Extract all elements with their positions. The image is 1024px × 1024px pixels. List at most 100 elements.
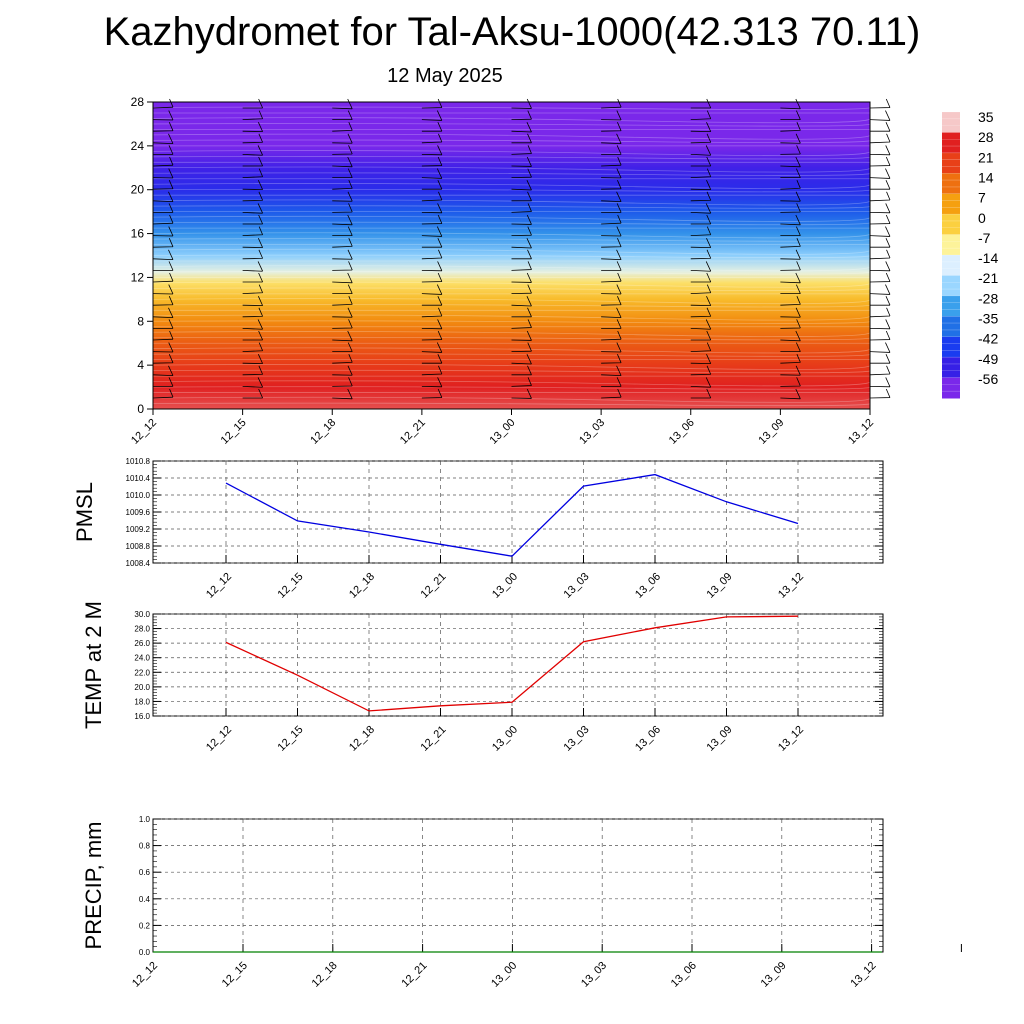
- wind-barb: [242, 388, 263, 399]
- y-tick-label: 26.0: [134, 639, 150, 648]
- wind-barb: [332, 203, 353, 213]
- wind-barb: [152, 110, 174, 121]
- colorbar-label: -42: [978, 331, 998, 347]
- wind-barb: [332, 354, 353, 364]
- wind-barb: [869, 168, 891, 179]
- wind-barb: [421, 365, 443, 376]
- wind-barb: [511, 377, 532, 387]
- wind-barb: [690, 191, 712, 202]
- wind-barb: [511, 110, 532, 120]
- wind-barb: [780, 214, 801, 226]
- colorbar-swatch: [942, 152, 960, 174]
- wind-barb: [690, 145, 712, 156]
- x-tick-label: 13_12: [776, 724, 806, 754]
- wind-barb: [242, 214, 263, 225]
- wind-barb: [869, 284, 891, 295]
- wind-barb: [152, 284, 174, 295]
- wind-barb: [242, 319, 263, 330]
- wind-barb: [780, 272, 801, 284]
- contour-line: [152, 199, 871, 206]
- x-tick-label: 12_12: [204, 724, 234, 754]
- wind-barb: [421, 272, 443, 283]
- wind-barb: [421, 156, 443, 167]
- x-tick-label: 13_00: [488, 417, 518, 447]
- wind-barb: [332, 133, 353, 144]
- wind-barb: [332, 330, 353, 342]
- wind-barb: [152, 168, 174, 179]
- x-tick-label: 13_00: [490, 571, 520, 601]
- colorbar-label: 7: [978, 190, 986, 206]
- wind-barb: [869, 307, 891, 318]
- panel-frame: [152, 613, 884, 717]
- contour-line: [152, 133, 871, 140]
- wind-barb: [780, 226, 801, 236]
- wind-barb: [870, 354, 891, 364]
- wind-barb: [780, 296, 801, 306]
- wind-barb: [332, 180, 353, 190]
- y-tick-label: 1010.0: [126, 491, 151, 500]
- y-tick-label: 1009.2: [126, 525, 151, 534]
- colorbar-label: 14: [978, 169, 994, 185]
- y-tick-label: 24.0: [134, 654, 150, 663]
- x-tick-label: 12_15: [276, 571, 306, 601]
- y-tick-label: 0.0: [139, 948, 151, 957]
- y-tick-label: 0.6: [139, 868, 151, 877]
- wind-barb: [421, 145, 443, 156]
- wind-barb: [421, 330, 443, 341]
- wind-barb: [690, 133, 712, 144]
- wind-barb: [870, 238, 891, 248]
- wind-barb: [242, 203, 263, 214]
- wind-barb: [421, 342, 443, 353]
- wind-barb: [152, 226, 174, 237]
- wind-barb: [869, 156, 891, 167]
- contour-line: [152, 396, 871, 403]
- wind-barb: [332, 319, 353, 329]
- wind-barb: [421, 284, 443, 295]
- x-tick-label: 13_12: [776, 571, 806, 601]
- colorbar-swatch: [942, 357, 960, 379]
- contour-line: [152, 117, 871, 124]
- x-tick-label: 12_18: [310, 960, 340, 990]
- wind-barb: [332, 191, 353, 202]
- wind-barb: [780, 203, 801, 213]
- y-tick-label: 30.0: [134, 610, 150, 619]
- wind-barb: [780, 388, 801, 400]
- wind-barb: [152, 122, 174, 132]
- contour-line: [152, 156, 871, 160]
- x-tick-label: 12_18: [347, 724, 377, 754]
- wind-barb: [511, 261, 532, 271]
- wind-barb: [869, 203, 891, 214]
- wind-barb: [242, 156, 263, 167]
- wind-barb: [601, 156, 622, 167]
- contour-line: [152, 232, 871, 239]
- colorbar-swatch: [942, 255, 960, 276]
- wind-barb: [421, 180, 443, 190]
- wind-barb: [153, 261, 174, 271]
- colorbar-swatch: [942, 214, 960, 236]
- y-axis-title: TEMP at 2 M: [81, 601, 106, 729]
- colorbar-swatch: [942, 234, 960, 256]
- y-tick-label: 24: [131, 139, 145, 153]
- wind-barb: [242, 168, 263, 178]
- wind-barb: [869, 214, 891, 225]
- wind-barb: [869, 377, 891, 388]
- wind-barb: [601, 284, 622, 295]
- wind-barb: [152, 180, 174, 190]
- wind-barb: [421, 133, 443, 144]
- contour-line: [152, 183, 871, 189]
- y-tick-label: 1009.6: [126, 508, 151, 517]
- wind-barb: [242, 98, 263, 109]
- colorbar-label: -49: [978, 351, 998, 367]
- x-tick-label: 13_09: [705, 724, 735, 754]
- wind-barb: [421, 203, 443, 214]
- contour-line: [152, 238, 871, 242]
- wind-barb: [421, 296, 443, 306]
- wind-barb: [511, 145, 532, 155]
- y-tick-label: 28: [131, 95, 145, 109]
- wind-barb: [511, 203, 532, 213]
- wind-barb: [152, 98, 174, 109]
- colorbar-swatch: [942, 336, 960, 358]
- wind-barb: [152, 272, 174, 283]
- wind-barb: [332, 388, 353, 400]
- wind-barb: [601, 238, 622, 248]
